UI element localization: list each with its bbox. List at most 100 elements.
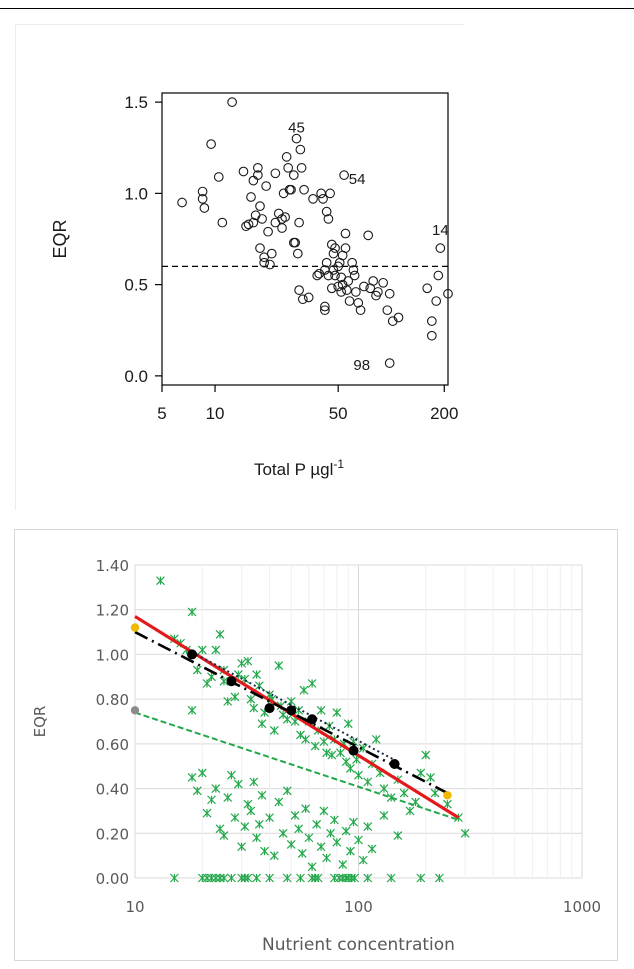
data-point — [211, 645, 221, 655]
data-point — [278, 828, 288, 838]
data-point — [318, 194, 328, 204]
data-point — [269, 851, 279, 861]
data-point — [206, 139, 216, 149]
data-point — [393, 312, 404, 323]
data-point — [321, 206, 332, 217]
data-point — [211, 784, 221, 793]
data-point — [269, 726, 279, 735]
y-axis-label: EQR — [31, 706, 49, 738]
data-point — [219, 873, 229, 883]
filled-marker — [130, 706, 140, 715]
y-axis-label: EQR — [50, 219, 70, 258]
data-point — [249, 703, 259, 713]
y-tick-label: 1.0 — [124, 184, 148, 203]
data-point — [290, 810, 300, 820]
data-point — [227, 97, 237, 107]
data-point — [363, 822, 373, 832]
data-point — [339, 170, 349, 180]
data-point — [327, 750, 337, 760]
filled-marker — [348, 745, 359, 756]
data-point — [340, 243, 351, 253]
data-point — [326, 283, 337, 294]
data-point — [296, 873, 305, 883]
y-tick-label: 0.40 — [96, 781, 129, 799]
data-point — [416, 873, 426, 883]
data-point — [319, 737, 329, 747]
data-point — [341, 826, 351, 836]
data-point — [246, 694, 256, 704]
trend-line-dashed — [134, 711, 459, 821]
data-point — [368, 276, 379, 286]
x-tick-label: 50 — [329, 404, 348, 423]
data-point — [294, 285, 304, 295]
data-point — [332, 708, 342, 717]
data-point — [393, 831, 403, 840]
data-point — [226, 770, 236, 780]
data-point — [405, 806, 415, 816]
y-tick-label: 0.5 — [124, 276, 148, 295]
data-point — [379, 810, 389, 820]
data-point — [292, 248, 303, 259]
data-point — [288, 170, 299, 180]
data-point — [282, 873, 292, 883]
data-point — [248, 175, 259, 186]
data-point — [197, 194, 208, 204]
data-point — [323, 214, 334, 224]
data-point — [274, 797, 284, 807]
data-point — [313, 873, 323, 883]
data-point — [207, 873, 216, 883]
data-point — [343, 719, 353, 729]
data-point — [263, 226, 273, 237]
data-point — [297, 294, 308, 305]
data-point — [254, 819, 264, 829]
data-point — [426, 330, 437, 341]
data-point — [240, 822, 250, 832]
data-point — [202, 808, 212, 818]
data-point — [294, 217, 304, 228]
data-point — [379, 784, 389, 793]
x-tick-label: 5 — [157, 404, 166, 423]
data-point — [237, 842, 247, 852]
data-point — [316, 705, 326, 715]
plot-box — [161, 92, 449, 386]
data-point — [274, 661, 284, 671]
data-point — [325, 188, 335, 199]
data-point — [341, 757, 351, 767]
data-point — [354, 770, 363, 780]
data-point — [270, 168, 281, 179]
data-point — [230, 813, 240, 823]
data-point — [399, 788, 409, 798]
data-point — [363, 873, 373, 883]
data-point — [344, 296, 355, 306]
data-point — [197, 768, 207, 778]
data-point — [354, 835, 363, 845]
trend-line-solid — [134, 615, 460, 819]
data-point — [296, 162, 307, 173]
filled-marker — [389, 758, 400, 769]
data-point — [192, 786, 202, 796]
data-point — [367, 844, 377, 854]
x-axis-label: Total P µgl-1 — [254, 457, 344, 479]
data-point — [319, 305, 330, 316]
data-point — [322, 853, 332, 863]
filled-marker — [187, 649, 198, 660]
data-point — [433, 270, 444, 281]
data-point — [359, 281, 369, 292]
top-divider — [0, 8, 634, 9]
data-point — [282, 714, 292, 724]
data-point — [312, 270, 323, 281]
data-point — [323, 270, 334, 281]
chart-1-panel: 0.0 0.5 1.0 1.5 5 10 50 200 45 54 14 98 EQR Total P µ… — [15, 24, 464, 510]
data-point — [282, 786, 292, 796]
data-point — [307, 679, 317, 688]
data-point — [443, 288, 453, 299]
data-point — [243, 656, 253, 666]
data-point — [286, 840, 296, 849]
data-point — [219, 831, 229, 840]
data-point — [215, 629, 225, 639]
data-point — [243, 219, 254, 230]
x-tick-label: 10 — [206, 404, 225, 423]
x-axis-label-superscript: -1 — [333, 457, 344, 471]
x-tick-label: 100 — [344, 898, 373, 916]
y-tick-label: 0.60 — [96, 736, 129, 754]
